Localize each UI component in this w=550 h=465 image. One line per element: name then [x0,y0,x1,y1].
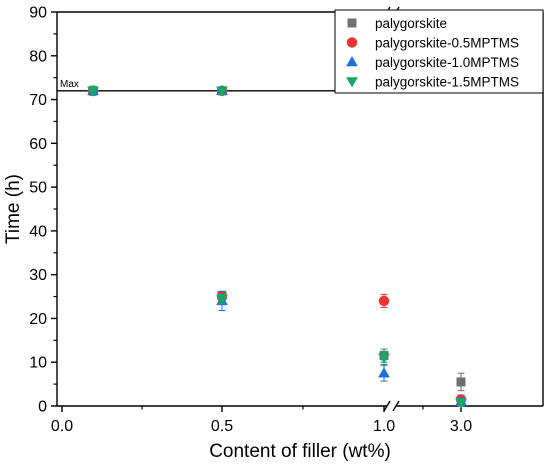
max-label: Max [60,79,79,90]
y-tick-label: 80 [29,48,47,65]
axis-break-bottom [383,400,400,412]
y-tick-label: 20 [29,311,47,328]
x-tick-label: 1.0 [373,418,395,435]
legend-label: palygorskite-0.5MPTMS [375,36,519,51]
legend-label: palygorskite-1.0MPTMS [375,55,519,70]
data-point [378,353,390,364]
legend-marker [346,77,358,88]
legend-box [334,9,544,94]
data-point [378,295,390,307]
x-tick-label: 0.5 [211,418,233,435]
legend-marker [346,56,358,67]
y-axis-ticks: 0 10 20 30 40 50 60 70 80 90 [29,5,57,416]
data-point [216,294,228,305]
y-tick-label: 90 [29,5,47,22]
legend-marker [346,37,358,48]
data-point [87,86,99,97]
x-axis-title: Content of filler (wt%) [209,441,391,462]
series-palygorskite-1.5MPTMS [87,85,467,409]
data-points [87,84,467,409]
legend-label: palygorskite-1.5MPTMS [375,75,519,90]
y-tick-label: 0 [38,399,47,416]
y-tick-label: 60 [29,136,47,153]
legend-marker [347,18,357,28]
y-tick-label: 70 [29,92,47,109]
legend: palygorskite palygorskite-0.5MPTMS palygor… [334,9,544,94]
data-point [216,86,228,97]
data-point [456,377,466,387]
y-tick-label: 50 [29,180,47,197]
legend-label: palygorskite [375,16,447,31]
x-axis-ticks: 0.0 0.5 1.0 3.0 [51,406,472,435]
data-point [455,398,467,409]
x-tick-label: 0.0 [51,418,73,435]
y-tick-label: 40 [29,223,47,240]
y-axis-title: Time (h) [3,174,24,244]
y-tick-label: 10 [29,355,47,372]
y-tick-label: 30 [29,267,47,284]
x-tick-label: 3.0 [450,418,472,435]
data-point [378,367,390,378]
